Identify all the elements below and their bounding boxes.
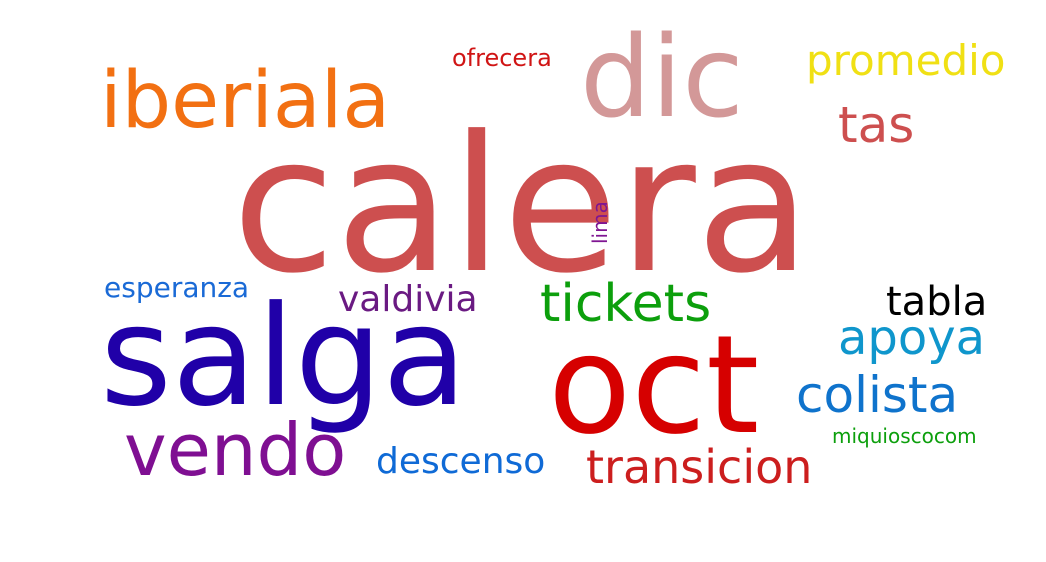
word-transicion: transicion: [586, 440, 813, 494]
word-vendo: vendo: [124, 408, 347, 492]
word-tabla: tabla: [886, 279, 988, 325]
word-lima: lima: [588, 201, 612, 244]
word-tickets: tickets: [540, 274, 712, 334]
word-ofrecera: ofrecera: [452, 44, 552, 72]
word-salga: salga: [100, 276, 467, 437]
word-apoya: apoya: [838, 310, 986, 366]
word-descenso: descenso: [376, 441, 546, 482]
word-calera: calera: [232, 96, 811, 315]
word-promedio: promedio: [806, 36, 1006, 85]
word-iberiala: iberiala: [100, 56, 391, 146]
word-dic: dic: [580, 13, 744, 143]
word-colista: colista: [796, 366, 959, 424]
word-esperanza: esperanza: [104, 271, 250, 304]
word-valdivia: valdivia: [338, 279, 478, 320]
word-oct: oct: [548, 307, 760, 465]
word-miquioscocom: miquioscocom: [832, 424, 977, 448]
word-tas: tas: [838, 96, 915, 154]
